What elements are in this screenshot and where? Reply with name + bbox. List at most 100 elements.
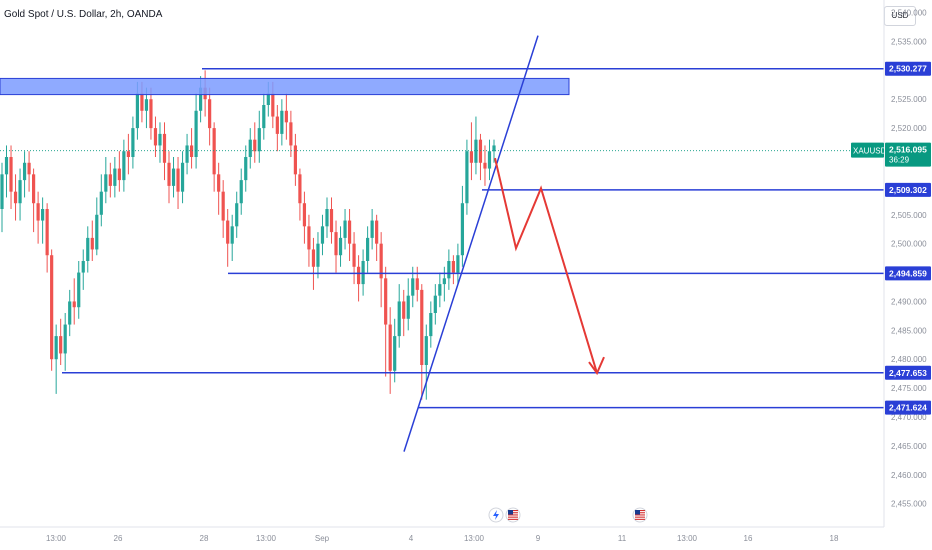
level-price-label: 2,509.302: [889, 185, 927, 195]
candle-body: [86, 237, 90, 261]
candle-body: [375, 220, 379, 244]
candle-body: [393, 336, 397, 371]
candle-body: [99, 191, 103, 215]
candle-body: [185, 145, 189, 163]
candle-body: [397, 301, 401, 337]
candle-body: [307, 226, 311, 250]
candle-body: [384, 278, 388, 325]
candle-body: [329, 209, 334, 233]
candle-body: [257, 128, 261, 152]
candle-body: [447, 261, 451, 279]
candle-body: [199, 87, 203, 111]
candle-body: [50, 255, 54, 360]
candle-body: [334, 232, 338, 256]
y-tick-label: 2,535.000: [891, 37, 927, 46]
candle-body: [226, 220, 230, 244]
candle-body: [289, 122, 293, 146]
y-tick-label: 2,460.000: [891, 471, 927, 480]
candle-body: [54, 336, 58, 360]
candle-body: [244, 157, 248, 181]
flag-stripe: [635, 518, 645, 520]
x-tick-label: 18: [830, 534, 839, 543]
candle-body: [343, 220, 347, 238]
candle-body: [239, 180, 243, 204]
y-tick-label: 2,475.000: [891, 384, 927, 393]
candle-body: [311, 249, 316, 267]
y-tick-label: 2,505.000: [891, 211, 927, 220]
candle-body: [95, 214, 99, 250]
candle-body: [474, 139, 478, 163]
candle-body: [338, 237, 343, 256]
candle-body: [230, 226, 234, 244]
x-tick-label: 13:00: [677, 534, 698, 543]
time-axis: 13:00 26 28 13:00 Sep 4 13:00 9 11 13:00 16 18: [0, 507, 884, 543]
projection-arrow: [494, 157, 598, 374]
candle-body: [122, 151, 126, 181]
candle-body: [451, 261, 455, 273]
candle-body: [460, 203, 465, 256]
candle-body: [402, 301, 406, 319]
y-tick-label: 2,490.000: [891, 297, 927, 306]
flag-stripe: [635, 516, 645, 518]
candle-body: [117, 168, 121, 181]
y-tick-label: 2,520.000: [891, 124, 927, 133]
candle-body: [171, 168, 176, 186]
candle-body: [180, 162, 185, 192]
candle-body: [13, 191, 18, 204]
symbol-badge: [851, 142, 884, 158]
level-price-label: 2,530.277: [889, 64, 927, 74]
candle-body: [280, 110, 284, 134]
candle-body: [212, 128, 216, 175]
candle-body: [266, 93, 270, 105]
candle-body: [108, 174, 112, 186]
level-price-badge: [885, 400, 931, 415]
candle-body: [442, 278, 446, 285]
level-price-badge: [885, 61, 931, 76]
candle-body: [68, 301, 72, 325]
x-tick-label: 13:00: [256, 534, 277, 543]
level-price-badge: [885, 365, 931, 380]
candle-body: [149, 99, 153, 129]
flag-stripe: [508, 516, 518, 518]
y-tick-label: 2,480.000: [891, 355, 927, 364]
flag-canton: [635, 510, 640, 515]
y-tick-label: 2,525.000: [891, 95, 927, 104]
candle-body: [140, 93, 144, 111]
candle-body: [262, 105, 266, 129]
candle-body: [208, 99, 212, 129]
projection-arrowhead: [588, 356, 605, 376]
candle-body: [221, 191, 225, 221]
level-price-label: 2,471.624: [889, 403, 927, 413]
candle-body: [293, 145, 297, 175]
candle-body: [361, 261, 365, 285]
x-tick-label: 13:00: [464, 534, 485, 543]
candle-body: [81, 261, 85, 273]
lightning-event-icon: [488, 507, 504, 523]
candle-body: [370, 220, 374, 238]
candle-body: [420, 289, 424, 365]
symbol-label: XAUUSD: [853, 147, 887, 156]
candle-body: [235, 203, 239, 227]
drawings-layer: [0, 35, 884, 452]
candle-body: [469, 151, 474, 163]
candle-body: [144, 99, 149, 111]
candle-body: [253, 139, 257, 152]
candle-body: [320, 226, 325, 244]
candle-body: [356, 266, 361, 285]
candle-body: [22, 162, 27, 181]
candle-body: [275, 116, 279, 134]
x-tick-label: Sep: [315, 534, 330, 543]
candle-body: [424, 336, 428, 365]
candle-body: [153, 128, 158, 146]
candle-body: [487, 151, 492, 169]
current-price-label: 2,516.095: [889, 145, 927, 155]
candle-body: [158, 133, 162, 146]
us-flag-event-icon: [632, 507, 648, 523]
candle-body: [63, 324, 67, 354]
x-tick-label: 11: [618, 534, 627, 543]
candle-body: [31, 174, 36, 204]
candle-body: [298, 174, 302, 204]
trendline: [403, 35, 539, 452]
candle-body: [77, 272, 81, 308]
